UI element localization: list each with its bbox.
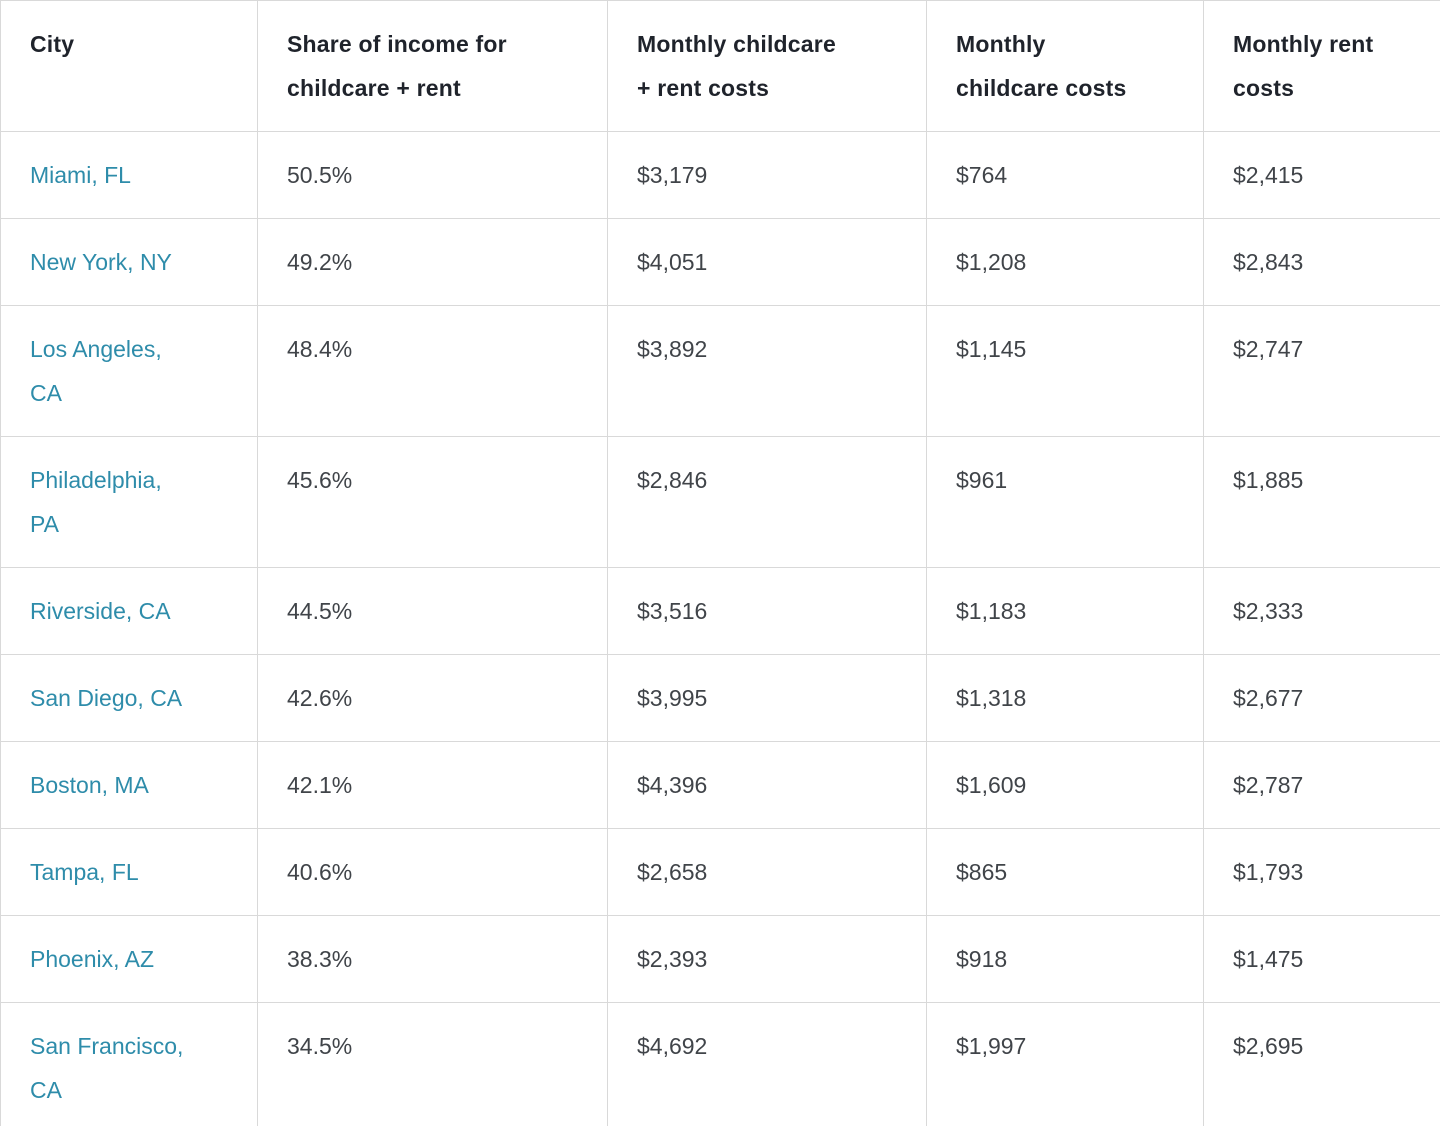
city-link[interactable]: Philadelphia, PA [30, 467, 162, 537]
city-cell: Philadelphia, PA [0, 436, 258, 568]
table-row: Miami, FL 50.5% $3,179 $764 $2,415 [0, 131, 1440, 219]
city-link[interactable]: Tampa, FL [30, 859, 139, 885]
childcare-cost-cell: $1,208 [926, 218, 1204, 306]
childcare-cost-cell: $1,183 [926, 567, 1204, 655]
table-row: Phoenix, AZ 38.3% $2,393 $918 $1,475 [0, 915, 1440, 1003]
table-row: Riverside, CA 44.5% $3,516 $1,183 $2,333 [0, 567, 1440, 655]
city-cell: Phoenix, AZ [0, 915, 258, 1003]
childcare-cost-cell: $1,609 [926, 741, 1204, 829]
rent-cost-cell: $2,787 [1203, 741, 1440, 829]
table-body: Miami, FL 50.5% $3,179 $764 $2,415 New Y… [0, 131, 1440, 1126]
childcare-rent-cost-cell: $3,516 [607, 567, 927, 655]
share-of-income-cell: 38.3% [257, 915, 608, 1003]
childcare-cost-cell: $764 [926, 131, 1204, 219]
table-row: San Francisco, CA 34.5% $4,692 $1,997 $2… [0, 1002, 1440, 1126]
column-header-share-of-income: Share of income for childcare + rent [257, 0, 608, 132]
childcare-rent-cost-cell: $3,892 [607, 305, 927, 437]
city-link[interactable]: New York, NY [30, 249, 172, 275]
rent-cost-cell: $1,793 [1203, 828, 1440, 916]
table-row: Boston, MA 42.1% $4,396 $1,609 $2,787 [0, 741, 1440, 829]
childcare-rent-cost-cell: $4,396 [607, 741, 927, 829]
city-cell: Tampa, FL [0, 828, 258, 916]
childcare-rent-cost-cell: $2,393 [607, 915, 927, 1003]
table-row: Philadelphia, PA 45.6% $2,846 $961 $1,88… [0, 436, 1440, 568]
share-of-income-cell: 50.5% [257, 131, 608, 219]
city-link[interactable]: Boston, MA [30, 772, 149, 798]
city-link[interactable]: Riverside, CA [30, 598, 171, 624]
column-header-city: City [0, 0, 258, 132]
childcare-cost-cell: $865 [926, 828, 1204, 916]
column-header-childcare: Monthly childcare costs [926, 0, 1204, 132]
city-cell: Miami, FL [0, 131, 258, 219]
childcare-rent-cost-cell: $3,179 [607, 131, 927, 219]
city-cell: Boston, MA [0, 741, 258, 829]
childcare-rent-cost-cell: $4,692 [607, 1002, 927, 1126]
rent-cost-cell: $2,333 [1203, 567, 1440, 655]
table-row: San Diego, CA 42.6% $3,995 $1,318 $2,677 [0, 654, 1440, 742]
share-of-income-cell: 40.6% [257, 828, 608, 916]
city-link[interactable]: San Francisco, CA [30, 1033, 184, 1103]
childcare-cost-cell: $961 [926, 436, 1204, 568]
rent-cost-cell: $2,747 [1203, 305, 1440, 437]
rent-cost-cell: $2,677 [1203, 654, 1440, 742]
share-of-income-cell: 44.5% [257, 567, 608, 655]
childcare-rent-cost-cell: $2,846 [607, 436, 927, 568]
share-of-income-cell: 49.2% [257, 218, 608, 306]
rent-cost-cell: $1,475 [1203, 915, 1440, 1003]
rent-cost-cell: $2,843 [1203, 218, 1440, 306]
city-link[interactable]: San Diego, CA [30, 685, 183, 711]
table-row: New York, NY 49.2% $4,051 $1,208 $2,843 [0, 218, 1440, 306]
city-cell: San Diego, CA [0, 654, 258, 742]
share-of-income-cell: 42.6% [257, 654, 608, 742]
childcare-rent-cost-cell: $2,658 [607, 828, 927, 916]
rent-cost-cell: $1,885 [1203, 436, 1440, 568]
share-of-income-cell: 48.4% [257, 305, 608, 437]
childcare-cost-cell: $1,997 [926, 1002, 1204, 1126]
childcare-rent-cost-cell: $4,051 [607, 218, 927, 306]
share-of-income-cell: 45.6% [257, 436, 608, 568]
share-of-income-cell: 34.5% [257, 1002, 608, 1126]
childcare-cost-cell: $1,318 [926, 654, 1204, 742]
column-header-childcare-rent: Monthly childcare + rent costs [607, 0, 927, 132]
city-cell: San Francisco, CA [0, 1002, 258, 1126]
city-cell: Riverside, CA [0, 567, 258, 655]
rent-cost-cell: $2,695 [1203, 1002, 1440, 1126]
column-header-rent: Monthly rent costs [1203, 0, 1440, 132]
childcare-rent-cost-cell: $3,995 [607, 654, 927, 742]
share-of-income-cell: 42.1% [257, 741, 608, 829]
city-link[interactable]: Phoenix, AZ [30, 946, 155, 972]
city-link[interactable]: Los Angeles, CA [30, 336, 162, 406]
table-row: Los Angeles, CA 48.4% $3,892 $1,145 $2,7… [0, 305, 1440, 437]
header-row: City Share of income for childcare + ren… [0, 0, 1440, 132]
childcare-cost-cell: $1,145 [926, 305, 1204, 437]
rent-cost-cell: $2,415 [1203, 131, 1440, 219]
table-row: Tampa, FL 40.6% $2,658 $865 $1,793 [0, 828, 1440, 916]
city-cell: Los Angeles, CA [0, 305, 258, 437]
city-cell: New York, NY [0, 218, 258, 306]
childcare-cost-cell: $918 [926, 915, 1204, 1003]
city-link[interactable]: Miami, FL [30, 162, 131, 188]
